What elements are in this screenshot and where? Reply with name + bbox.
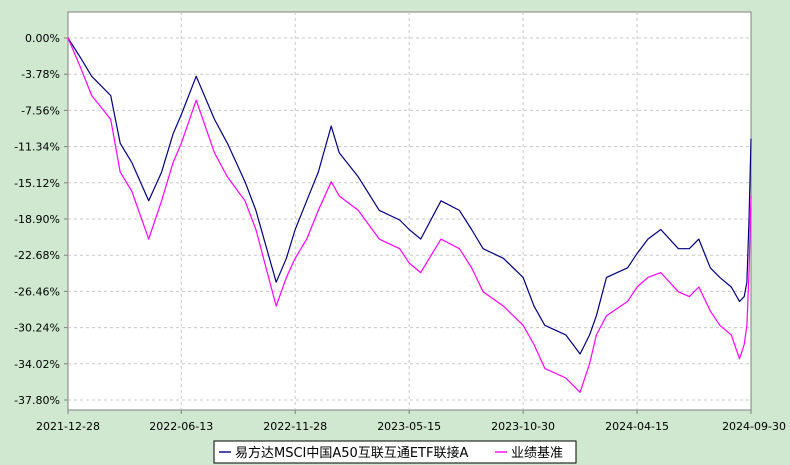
y-tick-label: -18.90% bbox=[14, 213, 60, 226]
grid-layer bbox=[68, 12, 751, 410]
x-tick-label: 2021-12-28 bbox=[36, 420, 100, 433]
x-tick-label: 2023-05-15 bbox=[377, 420, 441, 433]
series-line-fund bbox=[67, 37, 752, 355]
y-tick-label: -15.12% bbox=[14, 177, 60, 190]
legend: 易方达MSCI中国A50互联互通ETF联接A 业绩基准 bbox=[213, 440, 577, 464]
x-axis: 2021-12-28 2022-06-13 2022-11-28 2023-05-15… bbox=[36, 410, 786, 433]
y-tick-label: 0.00% bbox=[25, 32, 60, 45]
legend-box bbox=[213, 440, 577, 464]
x-tick-label: 2024-09-30 bbox=[722, 420, 786, 433]
series-line-benchmark bbox=[67, 37, 752, 393]
legend-label-fund: 易方达MSCI中国A50互联互通ETF联接A bbox=[235, 445, 468, 461]
y-tick-label: -30.24% bbox=[14, 322, 60, 335]
legend-label-benchmark: 业绩基准 bbox=[511, 446, 563, 461]
y-tick-label: -22.68% bbox=[14, 249, 60, 262]
y-tick-label: -26.46% bbox=[14, 285, 60, 298]
y-tick-label: -37.80% bbox=[14, 394, 60, 407]
y-tick-label: -34.02% bbox=[14, 358, 60, 371]
x-tick-label: 2022-11-28 bbox=[263, 420, 327, 433]
x-tick-label: 2022-06-13 bbox=[149, 420, 213, 433]
y-tick-label: -3.78% bbox=[21, 68, 60, 81]
x-tick-label: 2023-10-30 bbox=[491, 420, 555, 433]
x-tick-label: 2024-04-15 bbox=[605, 420, 669, 433]
y-axis: 0.00% -3.78% -7.56% -11.34% -15.12% -18.90% -2… bbox=[14, 32, 68, 407]
series-layer bbox=[67, 37, 752, 393]
y-tick-label: -7.56% bbox=[21, 104, 60, 117]
y-tick-label: -11.34% bbox=[14, 141, 60, 154]
